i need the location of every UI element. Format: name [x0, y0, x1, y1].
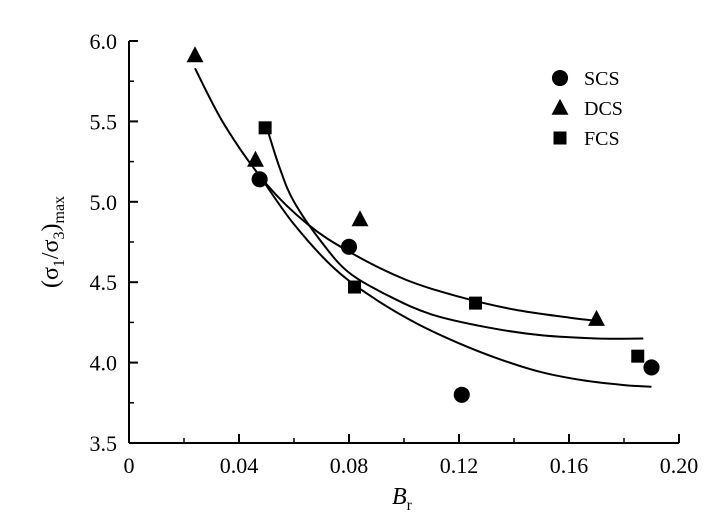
y-tick-label: 6.0 [90, 29, 118, 54]
x-tick-label: 0.20 [660, 453, 699, 478]
data-point-dcs [588, 309, 605, 326]
y-tick-label: 4.5 [90, 270, 118, 295]
data-point-dcs [247, 150, 264, 167]
legend-label-scs: SCS [584, 68, 620, 90]
legend-marker-fcs [553, 131, 567, 145]
fit-curve-group [194, 67, 652, 388]
x-axis-title: Br [392, 484, 413, 514]
fit-curve-fcs [266, 130, 644, 340]
data-point-dcs [186, 46, 204, 63]
data-point-fcs [469, 296, 482, 310]
y-tick-label: 3.5 [90, 431, 118, 456]
tick-group: 3.5 4.0 4.5 5.0 5.5 6.0 0 0.04 0.08 0.12 0.16 0.20 [90, 29, 699, 478]
x-tick-label: 0.12 [440, 453, 479, 478]
fit-curve-scs [260, 177, 652, 388]
data-point-scs [251, 171, 268, 188]
fit-curve-dcs [194, 67, 597, 322]
legend-label-dcs: DCS [584, 98, 623, 120]
y-axis-title: (σ1/σ3)max [38, 196, 68, 288]
legend-marker-scs [551, 69, 569, 87]
y-tick-label: 5.0 [90, 190, 118, 215]
data-point-fcs [258, 121, 272, 135]
data-point-fcs [348, 280, 361, 294]
data-point-group [186, 46, 660, 403]
legend-label-fcs: FCS [584, 128, 620, 150]
legend-marker-dcs [551, 98, 569, 115]
y-tick-label: 4.0 [90, 351, 118, 376]
data-point-scs [340, 238, 358, 255]
x-tick-label: 0.08 [330, 453, 369, 478]
data-point-dcs [351, 210, 369, 227]
data-point-scs [643, 359, 660, 376]
data-point-fcs [631, 349, 645, 363]
data-point-scs [453, 386, 470, 403]
x-tick-label: 0 [124, 453, 135, 478]
legend: SCS DCS FCS [551, 68, 623, 150]
x-tick-label: 0.04 [220, 453, 259, 478]
x-tick-label: 0.16 [550, 453, 589, 478]
y-tick-label: 5.5 [90, 109, 118, 134]
